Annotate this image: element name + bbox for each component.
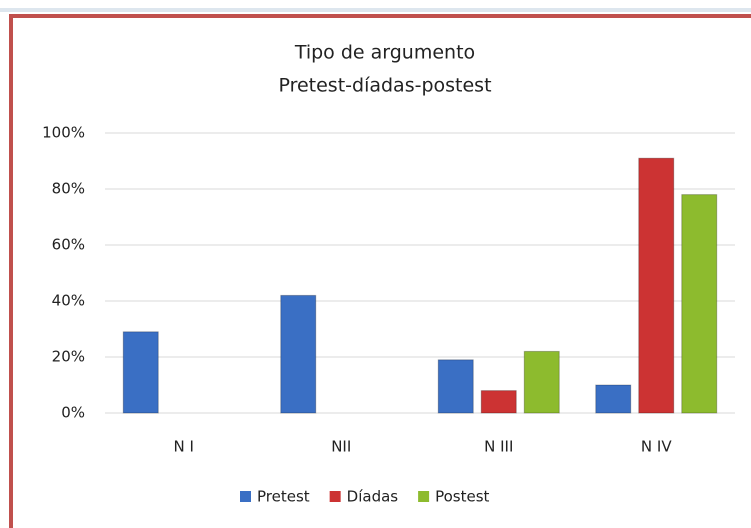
chart-subtitle: Pretest-díadas-postest: [278, 75, 491, 97]
y-tick-label: 80%: [52, 180, 85, 198]
bar: [595, 384, 632, 414]
legend-swatch: [329, 491, 341, 502]
legend-swatch: [418, 491, 430, 502]
x-tick-label: NII: [331, 438, 351, 456]
x-tick-label: N IV: [641, 438, 672, 456]
y-tick-label: 100%: [42, 124, 85, 142]
bar: [480, 390, 517, 414]
legend-label: Pretest: [257, 488, 310, 506]
bar: [638, 157, 675, 414]
x-tick-label: N I: [174, 438, 194, 456]
y-tick-label: 0%: [61, 404, 85, 422]
legend-label: Postest: [435, 488, 489, 506]
bar: [437, 359, 474, 414]
y-tick-label: 40%: [52, 292, 85, 310]
bar: [523, 350, 560, 414]
bar: [122, 331, 159, 414]
chart-frame: [9, 14, 751, 528]
y-tick-label: 60%: [52, 236, 85, 254]
chart-title: Tipo de argumento: [294, 42, 475, 64]
y-tick-label: 20%: [52, 348, 85, 366]
x-tick-label: N III: [484, 438, 513, 456]
bar: [280, 294, 317, 414]
bar: [681, 194, 718, 414]
legend-label: Díadas: [347, 488, 399, 506]
legend-swatch: [240, 491, 251, 502]
